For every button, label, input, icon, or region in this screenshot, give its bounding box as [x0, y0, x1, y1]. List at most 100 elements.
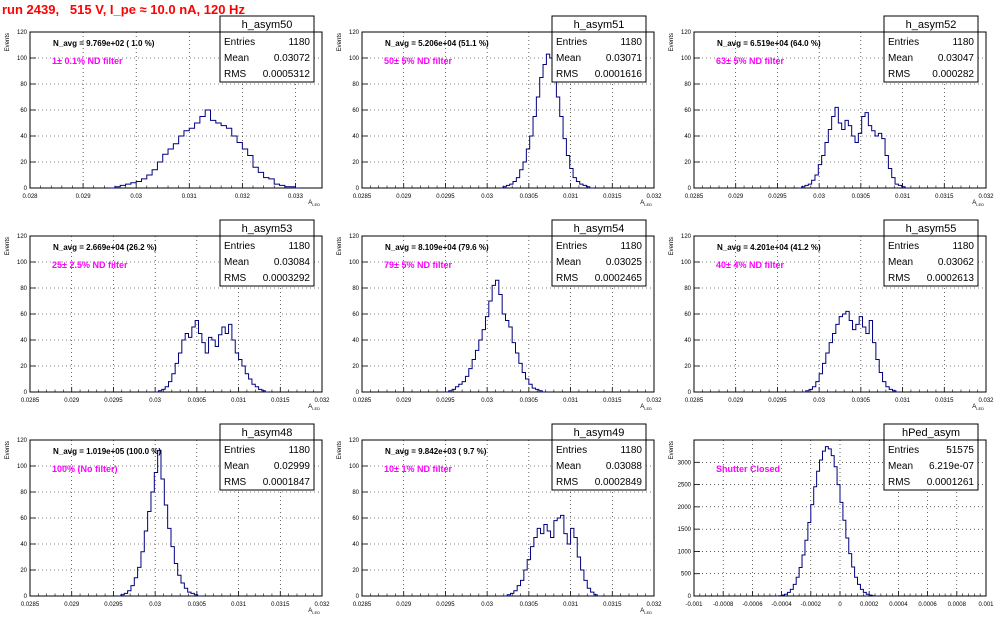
run-title: run 2439, 515 V, I_pe ≈ 10.0 nA, 120 Hz — [2, 2, 245, 17]
x-tick-label: -0.0002 — [801, 602, 822, 608]
histogram-panel-h_asym50: 0.028 0.029 0.03 0.031 0.032 0.033 0 20 40 60 80 10… — [5, 15, 323, 207]
y-tick-label: 40 — [684, 134, 691, 140]
y-axis-title: Events — [5, 441, 11, 459]
x-axis-title: ALED — [308, 608, 320, 615]
stats-value-mean: 0.03084 — [274, 257, 311, 268]
y-axis-title: Events — [669, 33, 675, 51]
stats-key-mean: Mean — [224, 53, 249, 64]
y-tick-label: 40 — [352, 338, 359, 344]
x-tick-label: 0.0295 — [436, 602, 455, 608]
y-tick-label: 2000 — [678, 505, 692, 511]
x-tick-label: 0.029 — [396, 194, 412, 200]
stats-value-mean: 0.03025 — [606, 257, 643, 268]
y-tick-label: 20 — [20, 364, 27, 370]
y-tick-label: 80 — [352, 82, 359, 88]
stats-value-entries: 1180 — [952, 37, 974, 48]
stats-box — [883, 423, 979, 491]
histogram-series-hPed_asym — [775, 446, 878, 597]
stats-key-entries: Entries — [556, 37, 587, 48]
x-tick-label: 0.029 — [76, 194, 92, 200]
y-tick-label: 60 — [352, 516, 359, 522]
navg-label: N_avg = 9.769e+02 ( 1.0 %) — [53, 39, 155, 48]
stats-value-entries: 1180 — [288, 241, 310, 252]
stats-value-entries: 1180 — [620, 445, 642, 456]
x-tick-label: 0.0305 — [188, 602, 207, 608]
stats-key-mean: Mean — [888, 461, 913, 472]
y-axis-title: Events — [337, 237, 343, 255]
stats-key-mean: Mean — [888, 257, 913, 268]
x-tick-label: 0.031 — [231, 398, 247, 404]
histogram-panel-h_asym48: 0.0285 0.029 0.0295 0.03 0.0305 0.031 0.0315 0.… — [5, 423, 330, 615]
y-tick-label: 80 — [20, 286, 27, 292]
y-tick-label: 120 — [681, 30, 692, 36]
y-tick-label: 20 — [352, 160, 359, 166]
x-tick-label: 0.031 — [895, 398, 911, 404]
y-tick-label: 120 — [681, 234, 692, 240]
x-axis-title: ALED — [640, 608, 652, 615]
y-tick-label: 20 — [352, 568, 359, 574]
y-tick-label: 0 — [24, 594, 28, 600]
x-tick-label: 0.032 — [646, 398, 662, 404]
stats-key-rms: RMS — [556, 477, 579, 488]
stats-key-mean: Mean — [556, 461, 581, 472]
y-tick-label: 20 — [20, 160, 27, 166]
x-tick-label: 0.031 — [182, 194, 198, 200]
y-tick-label: 120 — [17, 234, 28, 240]
y-tick-label: 100 — [349, 56, 360, 62]
stats-key-entries: Entries — [556, 241, 587, 252]
filter-label: 50± 5% ND filter — [384, 56, 452, 66]
y-tick-label: 120 — [349, 234, 360, 240]
y-tick-label: 40 — [20, 542, 27, 548]
x-tick-label: 0.029 — [396, 602, 412, 608]
stats-key-entries: Entries — [888, 445, 919, 456]
y-tick-label: 120 — [17, 30, 28, 36]
histogram-panel-h_asym54: 0.0285 0.029 0.0295 0.03 0.0305 0.031 0.0315 0.… — [337, 219, 662, 411]
x-tick-label: 0.0315 — [935, 194, 954, 200]
y-tick-label: 80 — [20, 490, 27, 496]
y-tick-label: 0 — [688, 594, 692, 600]
x-tick-label: -0.0006 — [742, 602, 763, 608]
x-tick-label: -0.001 — [685, 602, 703, 608]
stats-key-mean: Mean — [556, 53, 581, 64]
stats-box — [219, 219, 315, 287]
x-tick-label: 0.031 — [563, 398, 579, 404]
navg-label: N_avg = 6.519e+04 (64.0 %) — [717, 39, 821, 48]
stats-key-entries: Entries — [556, 445, 587, 456]
y-tick-label: 100 — [17, 260, 28, 266]
stats-key-mean: Mean — [556, 257, 581, 268]
x-axis-title: ALED — [308, 200, 320, 207]
y-tick-label: 0 — [356, 594, 360, 600]
histogram-series-h_asym52 — [798, 106, 909, 189]
x-tick-label: -0.0004 — [771, 602, 792, 608]
y-tick-label: 0 — [24, 186, 28, 192]
filter-label: 100% (No filter) — [52, 464, 118, 474]
filter-label: 63± 5% ND filter — [716, 56, 784, 66]
y-tick-label: 40 — [684, 338, 691, 344]
x-tick-label: 0.0315 — [603, 602, 622, 608]
x-tick-label: 0.032 — [978, 398, 994, 404]
histogram-name: hPed_asym — [902, 427, 960, 439]
x-tick-label: 0.0285 — [353, 602, 372, 608]
x-tick-label: 0.0285 — [353, 194, 372, 200]
y-axis-title: Events — [337, 33, 343, 51]
x-tick-label: 0.0305 — [520, 398, 539, 404]
stats-value-rms: 0.0002613 — [927, 273, 975, 284]
stats-key-rms: RMS — [888, 69, 911, 80]
stats-value-entries: 1180 — [952, 241, 974, 252]
stats-value-rms: 0.0005312 — [263, 69, 311, 80]
x-axis-title: ALED — [972, 200, 984, 207]
x-tick-label: 0.03 — [149, 602, 161, 608]
x-tick-label: 0.0004 — [889, 602, 908, 608]
y-tick-label: 60 — [684, 108, 691, 114]
y-tick-label: 60 — [20, 108, 27, 114]
stats-value-entries: 1180 — [620, 241, 642, 252]
x-tick-label: 0.0002 — [860, 602, 879, 608]
y-tick-label: 40 — [20, 338, 27, 344]
histogram-name: h_asym49 — [574, 427, 625, 439]
y-tick-label: 20 — [684, 160, 691, 166]
stats-value-entries: 1180 — [288, 445, 310, 456]
histogram-panel-h_asym52: 0.0285 0.029 0.0295 0.03 0.0305 0.031 0.0315 0.… — [669, 15, 994, 207]
filter-label: 1± 0.1% ND filter — [52, 56, 123, 66]
x-tick-label: 0.0285 — [685, 398, 704, 404]
y-tick-label: 3000 — [678, 460, 692, 466]
